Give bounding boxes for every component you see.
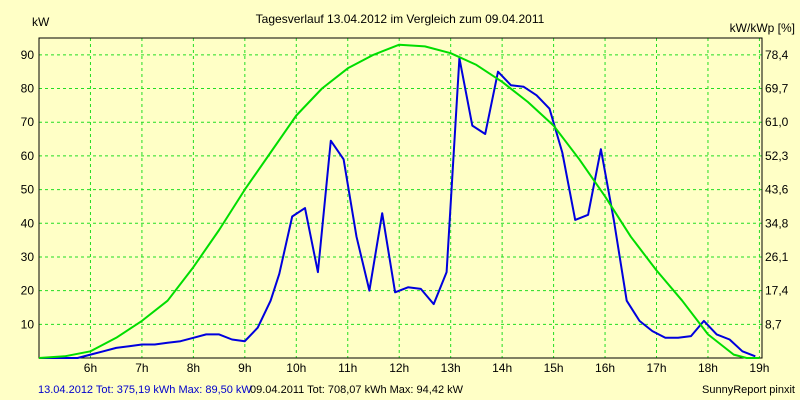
y-tick-label-right: 43,6 (765, 183, 789, 197)
series-line-1 (39, 57, 756, 359)
x-tick-label: 7h (135, 361, 148, 375)
x-tick-label: 6h (84, 361, 97, 375)
y-tick-label: 30 (21, 250, 35, 264)
y-tick-label-right: 69,7 (765, 82, 789, 96)
footer-series-1-summary: 13.04.2012 Tot: 375,19 kWh Max: 89,50 kW (38, 384, 252, 396)
y-tick-labels-left: 10 20 30 40 50 60 70 80 90 (21, 48, 35, 331)
x-tick-labels: 6h 7h 8h 9h 10h 11h 12h 13h 14h 15h 16h 17h 18h 19h (84, 361, 770, 375)
x-tick-label: 11h (338, 361, 357, 375)
footer-credit: SunnyReport pinxit (702, 384, 795, 396)
y-tick-label: 90 (21, 48, 35, 62)
y-tick-label-right: 8,7 (765, 317, 782, 331)
x-tick-label: 10h (286, 361, 306, 375)
y-tick-label-right: 17,4 (765, 284, 789, 298)
x-tick-label: 18h (698, 361, 718, 375)
plot-frame (38, 37, 763, 359)
y-tick-label-right: 61,0 (765, 115, 789, 129)
y-tick-label: 80 (21, 82, 35, 96)
chart-title: Tagesverlauf 13.04.2012 im Vergleich zum… (256, 12, 545, 26)
y-tick-label-right: 26,1 (765, 250, 789, 264)
y-axis-label-right: kW/kWp [%] (730, 21, 795, 35)
y-axis-label-left: kW (32, 15, 50, 29)
y-tick-label: 40 (21, 216, 35, 230)
grid-lines (39, 38, 762, 358)
x-tick-label: 13h (441, 361, 461, 375)
y-tick-labels-right: 8,7 17,4 26,1 34,8 43,6 52,3 61,0 69,7 78,4 (765, 48, 789, 331)
x-tick-label: 14h (492, 361, 512, 375)
x-tick-label: 16h (595, 361, 615, 375)
x-tick-label: 15h (544, 361, 564, 375)
x-tick-label: 8h (187, 361, 200, 375)
y-tick-label: 60 (21, 149, 35, 163)
y-tick-label: 10 (21, 317, 35, 331)
x-tick-label: 19h (749, 361, 769, 375)
y-tick-label-right: 52,3 (765, 149, 789, 163)
series-line-2 (38, 43, 760, 359)
y-tick-label: 70 (21, 115, 35, 129)
x-tick-label: 12h (389, 361, 409, 375)
x-tick-label: 9h (238, 361, 251, 375)
footer-series-2-summary: 09.04.2011 Tot: 708,07 kWh Max: 94,42 kW (250, 384, 464, 396)
x-tick-label: 17h (646, 361, 666, 375)
y-tick-label: 20 (21, 284, 35, 298)
y-tick-label: 50 (21, 183, 35, 197)
series-group (38, 43, 760, 359)
y-tick-label-right: 34,8 (765, 216, 789, 230)
y-tick-label-right: 78,4 (765, 48, 789, 62)
